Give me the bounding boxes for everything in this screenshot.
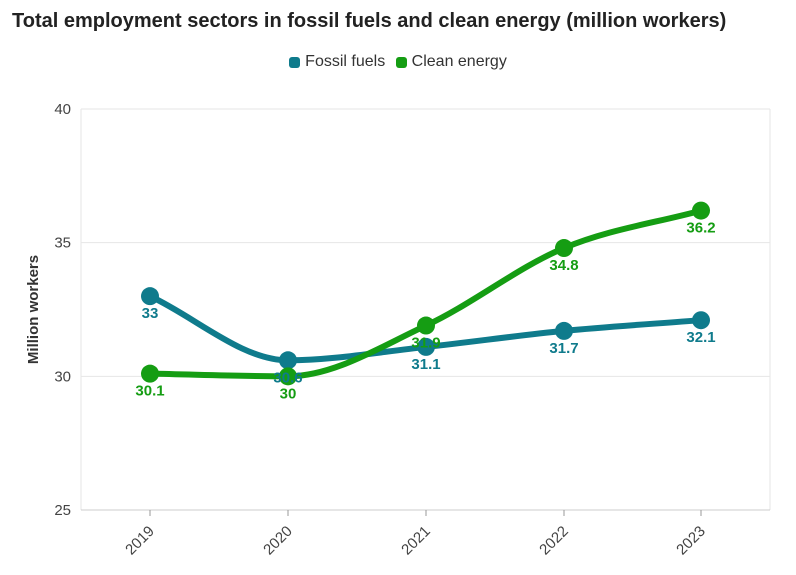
x-tick-label-2020: 2020: [260, 523, 296, 559]
legend-item-clean-energy[interactable]: Clean energy: [395, 53, 507, 71]
x-tick-label-2021: 2021: [398, 523, 434, 559]
data-point-fossil-fuels-2023: [692, 311, 710, 330]
legend-label-clean-energy: Clean energy: [411, 53, 507, 70]
data-label-fossil-fuels-2021: 31.1: [411, 356, 440, 373]
legend-swatch-clean-energy: [395, 56, 407, 68]
x-tick-label-2019: 2019: [122, 523, 158, 559]
data-label-clean-energy-2020: 30: [280, 385, 297, 402]
x-tick-label-2022: 2022: [536, 523, 572, 559]
data-label-fossil-fuels-2022: 31.7: [549, 340, 578, 357]
data-point-fossil-fuels-2019: [141, 287, 159, 306]
legend-item-fossil-fuels[interactable]: Fossil fuels: [289, 53, 385, 71]
data-label-clean-energy-2022: 34.8: [549, 257, 578, 274]
data-point-clean-energy-2020: [279, 367, 297, 386]
legend-label-fossil-fuels: Fossil fuels: [305, 53, 386, 70]
data-point-fossil-fuels-2022: [555, 321, 573, 340]
data-label-fossil-fuels-2020: 30.6: [273, 369, 302, 386]
data-point-clean-energy-2022: [555, 239, 573, 258]
y-tick-label-3: 40: [54, 101, 71, 118]
legend: Fossil fuels Clean energy: [0, 53, 796, 73]
data-point-clean-energy-2023: [692, 201, 710, 220]
y-tick-label-0: 25: [54, 502, 71, 519]
data-label-clean-energy-2021: 31.9: [411, 335, 440, 352]
data-point-clean-energy-2021: [417, 316, 435, 335]
legend-swatch-fossil-fuels: [289, 56, 301, 68]
y-tick-label-2: 35: [54, 235, 71, 252]
data-label-fossil-fuels-2023: 32.1: [686, 329, 715, 346]
y-axis-title: Million workers: [25, 255, 42, 364]
data-point-fossil-fuels-2021: [417, 337, 435, 356]
data-label-clean-energy-2019: 30.1: [135, 383, 164, 400]
data-label-clean-energy-2023: 36.2: [686, 220, 715, 237]
y-tick-label-1: 30: [54, 368, 71, 385]
data-label-fossil-fuels-2019: 33: [142, 305, 159, 322]
data-point-clean-energy-2019: [141, 364, 159, 383]
chart-title: Total employment sectors in fossil fuels…: [12, 10, 727, 32]
x-tick-label-2023: 2023: [673, 523, 709, 559]
data-point-fossil-fuels-2020: [279, 351, 297, 370]
